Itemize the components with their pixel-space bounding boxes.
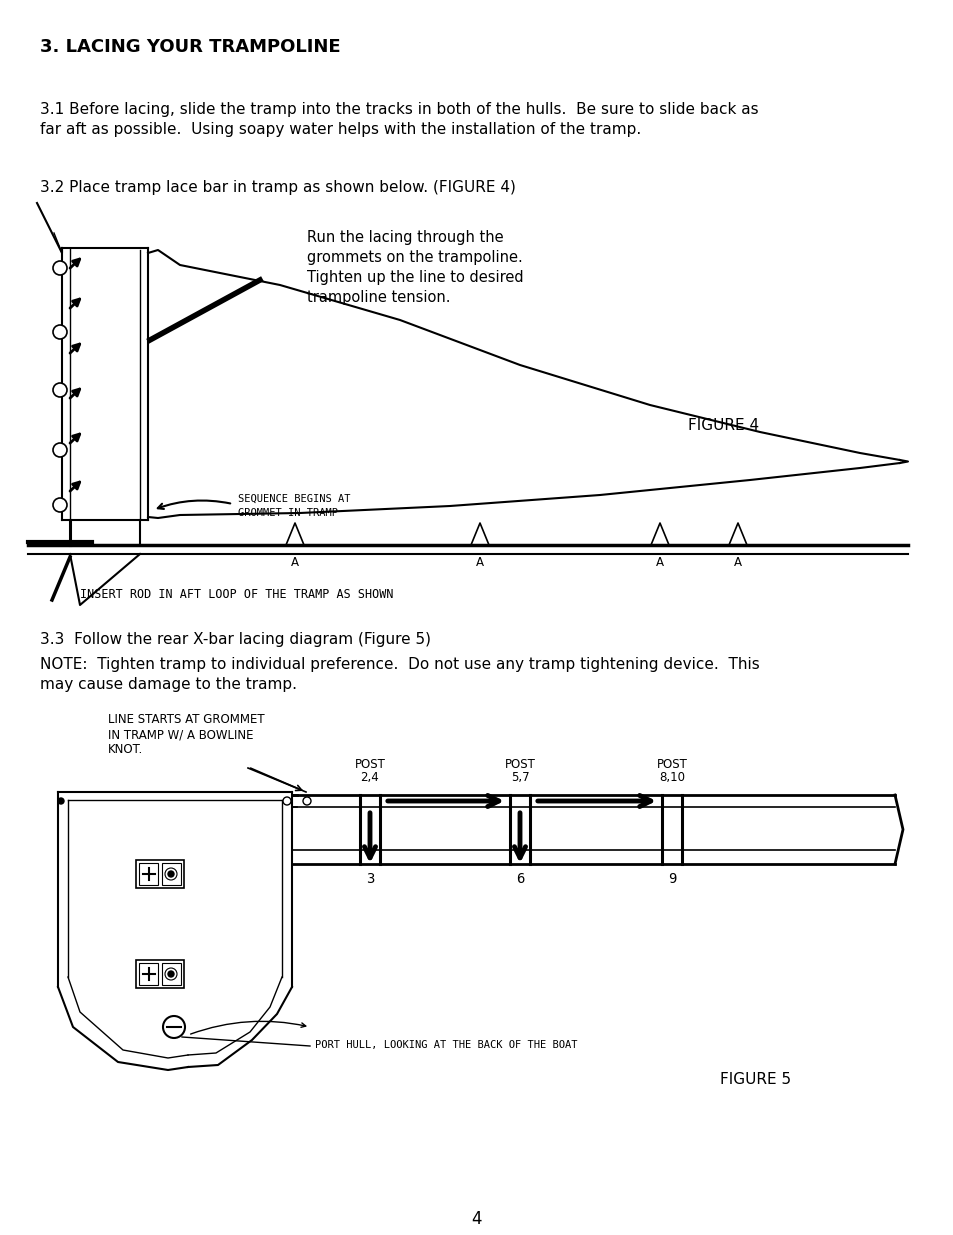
Text: far aft as possible.  Using soapy water helps with the installation of the tramp: far aft as possible. Using soapy water h… [40, 122, 640, 137]
Text: may cause damage to the tramp.: may cause damage to the tramp. [40, 677, 296, 692]
Text: NOTE:  Tighten tramp to individual preference.  Do not use any tramp tightening : NOTE: Tighten tramp to individual prefer… [40, 657, 759, 672]
Text: POST: POST [355, 758, 385, 771]
Bar [139, 963, 158, 986]
Circle shape [53, 443, 67, 457]
Text: GROMMET IN TRAMP: GROMMET IN TRAMP [237, 508, 337, 517]
Text: 9: 9 [667, 872, 676, 885]
Text: 3.2 Place tramp lace bar in tramp as shown below. (FIGURE 4): 3.2 Place tramp lace bar in tramp as sho… [40, 180, 516, 195]
Text: trampoline tension.: trampoline tension. [307, 290, 450, 305]
Text: 3. LACING YOUR TRAMPOLINE: 3. LACING YOUR TRAMPOLINE [40, 38, 340, 56]
Text: POST: POST [656, 758, 687, 771]
Text: 5,7: 5,7 [510, 771, 529, 784]
Text: INSERT ROD IN AFT LOOP OF THE TRAMP AS SHOWN: INSERT ROD IN AFT LOOP OF THE TRAMP AS S… [80, 588, 393, 601]
Circle shape [168, 871, 173, 877]
Circle shape [58, 798, 64, 804]
Circle shape [165, 968, 177, 981]
Text: POST: POST [504, 758, 535, 771]
Text: grommets on the trampoline.: grommets on the trampoline. [307, 249, 522, 266]
Circle shape [163, 1016, 185, 1037]
Circle shape [303, 797, 311, 805]
Circle shape [53, 383, 67, 396]
Circle shape [53, 261, 67, 275]
Text: KNOT.: KNOT. [108, 743, 143, 756]
Text: A: A [656, 556, 663, 569]
Text: 6: 6 [516, 872, 523, 885]
Text: SEQUENCE BEGINS AT: SEQUENCE BEGINS AT [237, 494, 350, 504]
Bar [136, 860, 184, 888]
Bar [139, 863, 158, 885]
Text: Tighten up the line to desired: Tighten up the line to desired [307, 270, 523, 285]
Text: LINE STARTS AT GROMMET: LINE STARTS AT GROMMET [108, 713, 264, 726]
Circle shape [283, 797, 291, 805]
Circle shape [165, 868, 177, 881]
Text: Run the lacing through the: Run the lacing through the [307, 230, 503, 245]
Text: A: A [476, 556, 483, 569]
Circle shape [168, 871, 173, 877]
Text: FIGURE 5: FIGURE 5 [720, 1072, 790, 1087]
Bar [162, 863, 181, 885]
Bar [162, 963, 181, 986]
Text: 3: 3 [365, 872, 374, 885]
Text: PORT HULL, LOOKING AT THE BACK OF THE BOAT: PORT HULL, LOOKING AT THE BACK OF THE BO… [314, 1040, 577, 1050]
Text: A: A [291, 556, 298, 569]
Text: 4: 4 [471, 1210, 482, 1228]
Bar [136, 960, 184, 988]
Text: IN TRAMP W/ A BOWLINE: IN TRAMP W/ A BOWLINE [108, 727, 253, 741]
Circle shape [168, 971, 173, 977]
Text: FIGURE 4: FIGURE 4 [687, 417, 759, 433]
Text: A: A [733, 556, 741, 569]
Text: 2,4: 2,4 [360, 771, 379, 784]
Circle shape [53, 325, 67, 338]
Text: 3.3  Follow the rear X-bar lacing diagram (Figure 5): 3.3 Follow the rear X-bar lacing diagram… [40, 632, 431, 647]
Circle shape [53, 498, 67, 513]
Text: 8,10: 8,10 [659, 771, 684, 784]
Text: 3.1 Before lacing, slide the tramp into the tracks in both of the hulls.  Be sur: 3.1 Before lacing, slide the tramp into … [40, 103, 758, 117]
